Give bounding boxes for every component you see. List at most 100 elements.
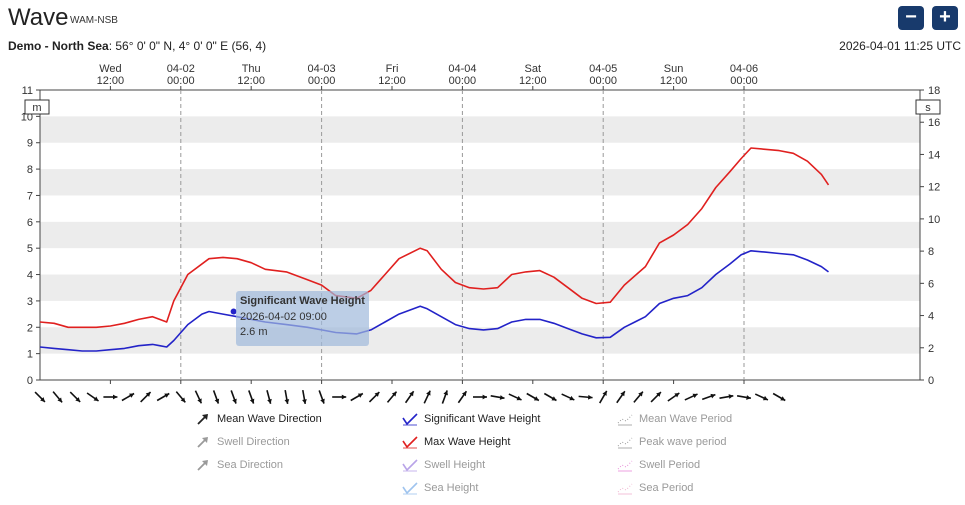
legend-item[interactable]: Peak wave period xyxy=(617,435,726,449)
x-tick-label-bottom: 00:00 xyxy=(308,75,336,87)
direction-arrow xyxy=(69,391,81,403)
x-tick-label-bottom: 00:00 xyxy=(589,75,617,87)
direction-arrow xyxy=(103,394,118,400)
line-series-icon xyxy=(402,412,418,426)
legend-label: Sea Height xyxy=(424,482,479,494)
direction-arrow xyxy=(121,392,135,402)
direction-arrow xyxy=(386,391,398,403)
legend-label: Swell Height xyxy=(424,459,486,471)
direction-arrow xyxy=(284,389,290,405)
direction-arrow xyxy=(332,394,347,400)
direction-arrow xyxy=(350,392,364,402)
direction-arrow xyxy=(561,393,575,401)
grid-band xyxy=(40,327,920,354)
legend-item[interactable]: Sea Direction xyxy=(195,458,283,472)
series-line-max-wave-height xyxy=(39,147,830,329)
x-tick-label-bottom: 00:00 xyxy=(449,75,477,87)
tooltip-time: 2026-04-02 09:00 xyxy=(240,311,327,323)
legend-item[interactable]: Significant Wave Height xyxy=(402,412,540,426)
location-label: Demo - North Sea: 56° 0' 0" N, 4° 0' 0" … xyxy=(8,39,266,53)
x-tick-label-top: Sat xyxy=(525,63,542,75)
tooltip-title: Significant Wave Height xyxy=(240,295,365,307)
legend-label: Mean Wave Period xyxy=(639,413,733,425)
legend-item[interactable]: Swell Height xyxy=(402,458,485,472)
y-right-tick-label: 12 xyxy=(928,182,940,194)
direction-arrow xyxy=(457,390,468,404)
x-tick-label-top: Wed xyxy=(99,63,121,75)
y-left-tick-label: 4 xyxy=(27,270,33,282)
chart-tooltip: Significant Wave Height 2026-04-02 09:00… xyxy=(236,291,369,346)
direction-arrow xyxy=(701,393,716,401)
legend-label: Sea Direction xyxy=(217,459,284,471)
tooltip-point xyxy=(230,308,237,315)
arrow-icon xyxy=(195,435,211,449)
direction-arrow xyxy=(508,393,522,401)
x-tick-label-bottom: 12:00 xyxy=(237,75,265,87)
y-right-tick-label: 6 xyxy=(928,278,934,290)
dotted-series-icon xyxy=(617,458,633,472)
y-left-tick-label: 0 xyxy=(27,375,33,387)
y-right-tick-label: 2 xyxy=(928,343,934,355)
x-tick-label-bottom: 12:00 xyxy=(660,75,688,87)
grid-band xyxy=(40,169,920,196)
grid-band xyxy=(40,116,920,143)
y-left-unit: m xyxy=(32,102,41,114)
x-tick-label-top: 04-06 xyxy=(730,63,758,75)
x-tick-label-bottom: 12:00 xyxy=(378,75,406,87)
y-right-tick-label: 8 xyxy=(928,246,934,258)
y-right-unit-box xyxy=(915,99,941,115)
direction-arrow xyxy=(248,390,255,404)
x-tick-label-bottom: 00:00 xyxy=(167,75,195,87)
x-tick-label-bottom: 12:00 xyxy=(97,75,125,87)
legend-item[interactable]: Sea Period xyxy=(617,481,693,495)
y-left-tick-label: 3 xyxy=(27,296,33,308)
legend-item[interactable]: Swell Direction xyxy=(195,435,290,449)
direction-arrow xyxy=(423,390,431,404)
x-tick-label-top: Sun xyxy=(664,63,684,75)
direction-arrow xyxy=(318,390,325,404)
x-tick-label-top: 04-04 xyxy=(448,63,476,75)
zoom-out-button[interactable]: − xyxy=(898,6,924,30)
line-series-icon xyxy=(402,458,418,472)
legend-item[interactable]: Max Wave Height xyxy=(402,435,510,449)
arrow-icon xyxy=(195,412,211,426)
x-tick-label-top: 04-02 xyxy=(167,63,195,75)
page-title: Wave xyxy=(8,4,69,31)
direction-arrow xyxy=(526,392,540,402)
direction-arrow xyxy=(490,394,505,400)
y-right-tick-label: 14 xyxy=(928,149,940,161)
line-series-icon xyxy=(402,481,418,495)
y-left-tick-label: 11 xyxy=(22,85,33,97)
direction-arrow xyxy=(86,392,99,402)
legend-label: Swell Period xyxy=(639,459,701,471)
direction-arrow xyxy=(633,391,644,403)
y-left-tick-label: 7 xyxy=(27,190,33,202)
y-right-unit: s xyxy=(925,102,931,114)
arrow-icon xyxy=(195,458,211,472)
direction-arrow xyxy=(441,390,448,404)
x-tick-label-top: 04-05 xyxy=(589,63,617,75)
direction-arrow xyxy=(543,392,557,402)
y-right-tick-label: 18 xyxy=(928,85,940,97)
direction-arrow xyxy=(650,391,662,403)
zoom-in-button[interactable]: + xyxy=(932,6,958,30)
x-tick-label-top: Thu xyxy=(242,63,261,75)
x-tick-label-top: 04-03 xyxy=(308,63,336,75)
legend-label: Mean Wave Direction xyxy=(217,413,322,425)
legend-item[interactable]: Swell Period xyxy=(617,458,700,472)
x-tick-label-bottom: 00:00 xyxy=(730,75,758,87)
legend-item[interactable]: Mean Wave Direction xyxy=(195,412,322,426)
legend-item[interactable]: Mean Wave Period xyxy=(617,412,732,426)
y-left-tick-label: 9 xyxy=(27,138,33,150)
y-left-tick-label: 1 xyxy=(27,349,33,361)
direction-arrow xyxy=(175,391,186,403)
direction-arrow xyxy=(368,391,380,403)
direction-arrow xyxy=(616,390,626,404)
legend-item[interactable]: Sea Height xyxy=(402,481,478,495)
direction-arrow xyxy=(212,390,220,404)
y-left-unit-box xyxy=(24,99,50,115)
direction-arrow xyxy=(578,394,593,400)
y-left-tick-label: 8 xyxy=(27,164,33,176)
dotted-series-icon xyxy=(617,481,633,495)
